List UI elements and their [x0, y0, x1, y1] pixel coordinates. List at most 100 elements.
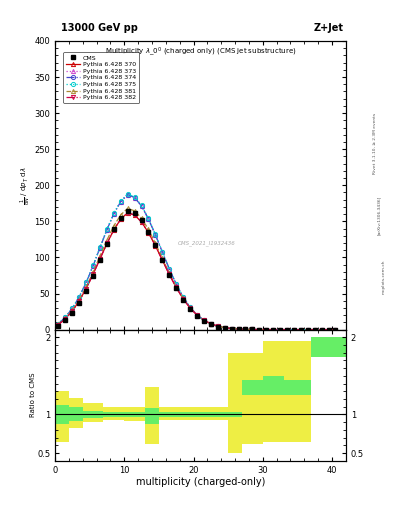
Pythia 6.428 375 [91, 262, 95, 268]
CMS [298, 327, 303, 333]
Pythia 6.428 370 [188, 305, 193, 311]
Pythia 6.428 370 [181, 296, 185, 302]
Pythia 6.428 373 [285, 327, 289, 333]
Pythia 6.428 370 [132, 212, 137, 218]
Pythia 6.428 375 [153, 231, 158, 238]
Y-axis label: $\frac{1}{\mathrm{d}N}$ / $\mathrm{d}p_T$ $\mathrm{d}\lambda$: $\frac{1}{\mathrm{d}N}$ / $\mathrm{d}p_T… [19, 166, 33, 205]
Pythia 6.428 370 [292, 327, 296, 333]
CMS [91, 273, 95, 279]
Pythia 6.428 374 [167, 266, 172, 272]
Pythia 6.428 370 [118, 216, 123, 222]
Pythia 6.428 374 [112, 210, 116, 217]
Pythia 6.428 373 [250, 327, 255, 333]
Pythia 6.428 370 [84, 286, 88, 292]
CMS [132, 210, 137, 216]
Line: Pythia 6.428 381: Pythia 6.428 381 [57, 206, 338, 332]
CMS [202, 318, 206, 324]
Pythia 6.428 382 [229, 326, 234, 332]
Pythia 6.428 381 [215, 323, 220, 329]
CMS [84, 288, 88, 294]
Pythia 6.428 370 [305, 327, 310, 333]
Pythia 6.428 373 [292, 327, 296, 333]
Pythia 6.428 375 [174, 281, 178, 287]
Pythia 6.428 373 [319, 327, 324, 333]
Pythia 6.428 375 [250, 327, 255, 333]
Pythia 6.428 370 [139, 219, 144, 225]
Y-axis label: Ratio to CMS: Ratio to CMS [29, 373, 36, 417]
Pythia 6.428 373 [229, 326, 234, 332]
Pythia 6.428 370 [250, 326, 255, 332]
Pythia 6.428 373 [56, 321, 61, 327]
Pythia 6.428 381 [278, 327, 283, 333]
CMS [56, 323, 61, 329]
Pythia 6.428 375 [333, 327, 338, 333]
Pythia 6.428 382 [333, 327, 338, 333]
Pythia 6.428 381 [243, 326, 248, 332]
Pythia 6.428 381 [174, 284, 178, 290]
Line: Pythia 6.428 373: Pythia 6.428 373 [57, 193, 338, 332]
CMS [139, 218, 144, 224]
Pythia 6.428 375 [188, 304, 193, 310]
CMS [326, 327, 331, 333]
Pythia 6.428 370 [195, 312, 199, 318]
Pythia 6.428 382 [264, 327, 268, 333]
Pythia 6.428 382 [70, 308, 75, 314]
CMS [236, 326, 241, 332]
CMS [112, 226, 116, 232]
CMS [319, 327, 324, 333]
CMS [222, 325, 227, 331]
Pythia 6.428 373 [112, 210, 116, 217]
Pythia 6.428 375 [319, 327, 324, 333]
Pythia 6.428 382 [188, 305, 193, 311]
Pythia 6.428 382 [271, 327, 275, 333]
Pythia 6.428 373 [312, 327, 317, 333]
Pythia 6.428 374 [56, 321, 61, 327]
Pythia 6.428 381 [285, 327, 289, 333]
Pythia 6.428 381 [292, 327, 296, 333]
Pythia 6.428 370 [333, 327, 338, 333]
Pythia 6.428 381 [181, 295, 185, 302]
Pythia 6.428 375 [208, 321, 213, 327]
Pythia 6.428 382 [195, 312, 199, 318]
Pythia 6.428 370 [229, 326, 234, 332]
Pythia 6.428 374 [70, 305, 75, 311]
Pythia 6.428 382 [146, 229, 151, 236]
Pythia 6.428 370 [112, 227, 116, 233]
Pythia 6.428 382 [202, 317, 206, 323]
Pythia 6.428 381 [333, 327, 338, 333]
Pythia 6.428 375 [326, 327, 331, 333]
Pythia 6.428 374 [132, 195, 137, 201]
Pythia 6.428 381 [298, 327, 303, 333]
CMS [271, 327, 275, 333]
Pythia 6.428 373 [63, 314, 68, 320]
Pythia 6.428 374 [202, 317, 206, 324]
Text: Rivet 3.1.10, ≥ 2.3M events: Rivet 3.1.10, ≥ 2.3M events [373, 113, 377, 174]
CMS [160, 258, 165, 264]
CMS [250, 327, 255, 333]
Pythia 6.428 381 [188, 305, 193, 311]
Pythia 6.428 375 [236, 326, 241, 332]
Pythia 6.428 373 [70, 305, 75, 311]
Pythia 6.428 374 [77, 294, 82, 300]
Pythia 6.428 373 [195, 312, 199, 318]
Pythia 6.428 382 [77, 298, 82, 304]
Pythia 6.428 370 [298, 327, 303, 333]
Pythia 6.428 375 [77, 293, 82, 300]
Pythia 6.428 375 [181, 294, 185, 300]
CMS [195, 313, 199, 319]
Pythia 6.428 375 [271, 327, 275, 333]
Pythia 6.428 382 [250, 326, 255, 332]
Pythia 6.428 381 [146, 226, 151, 232]
Pythia 6.428 374 [285, 327, 289, 333]
Pythia 6.428 373 [125, 191, 130, 198]
Pythia 6.428 382 [215, 323, 220, 329]
Pythia 6.428 382 [63, 315, 68, 322]
Pythia 6.428 374 [160, 249, 165, 255]
Pythia 6.428 373 [188, 304, 193, 310]
Pythia 6.428 370 [160, 257, 165, 263]
Pythia 6.428 374 [125, 191, 130, 198]
Pythia 6.428 375 [292, 327, 296, 333]
Text: CMS_2021_I1932436: CMS_2021_I1932436 [177, 240, 235, 246]
Pythia 6.428 374 [105, 227, 109, 233]
Pythia 6.428 375 [298, 327, 303, 333]
